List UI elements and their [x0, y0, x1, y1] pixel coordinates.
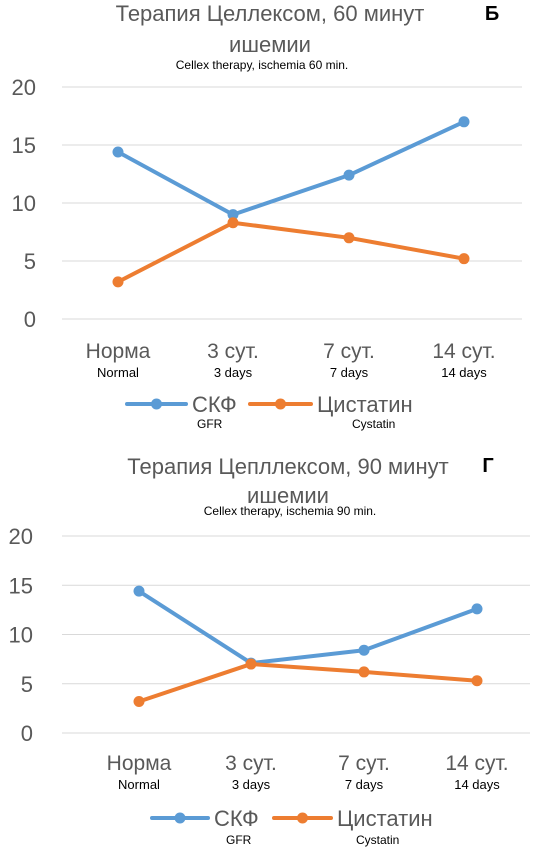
- chart-title-line2: ишемии: [247, 483, 329, 508]
- data-point: [343, 169, 355, 181]
- x-tick-sublabel: 14 days: [454, 777, 500, 792]
- x-tick-sublabel: Normal: [118, 777, 160, 792]
- y-tick-label: 20: [9, 524, 33, 549]
- x-tick-label: 3 сут.: [225, 752, 277, 775]
- data-point: [133, 585, 145, 597]
- y-tick-label: 0: [24, 307, 36, 332]
- y-tick-label: 10: [12, 191, 36, 216]
- y-tick-label: 5: [21, 672, 33, 697]
- y-tick-label: 0: [21, 721, 33, 746]
- data-point: [343, 232, 355, 244]
- x-tick-sublabel: 14 days: [441, 365, 487, 380]
- x-tick-label: 3 сут.: [207, 340, 259, 363]
- x-tick-label: 7 сут.: [323, 340, 375, 363]
- y-tick-label: 10: [9, 623, 33, 648]
- x-tick-label: 14 сут.: [445, 752, 508, 775]
- series-line-cystatin: [116, 220, 466, 284]
- data-point: [471, 603, 483, 615]
- legend-label: Цистатин: [317, 392, 413, 417]
- data-point: [358, 666, 370, 678]
- data-point: [112, 146, 124, 158]
- chart-title-line1: Терапия Целлексом, 60 минут: [116, 1, 425, 26]
- data-point: [112, 276, 124, 288]
- chart-subtitle: Cellex therapy, ischemia 90 min.: [204, 504, 377, 518]
- data-point: [245, 658, 257, 670]
- data-point: [227, 217, 239, 229]
- x-tick-sublabel: 7 days: [330, 365, 369, 380]
- x-tick-sublabel: 3 days: [232, 777, 271, 792]
- y-tick-label: 20: [12, 75, 36, 100]
- chart-panel-b: Терапия Целлексом, 60 минут ишемии Celle…: [12, 1, 522, 431]
- x-tick-sublabel: 7 days: [345, 777, 384, 792]
- series-line-gfr: [137, 589, 479, 666]
- legend-label: СКФ: [192, 392, 237, 417]
- legend-sublabel: Cystatin: [352, 417, 395, 431]
- legend-marker: [275, 398, 286, 410]
- chart-title-line1: Терапия Цепллексом, 90 минут: [127, 454, 448, 479]
- legend-label: Цистатин: [337, 806, 433, 831]
- legend-sublabel: GFR: [226, 833, 252, 847]
- y-tick-label: 15: [12, 133, 36, 158]
- y-tick-label: 15: [9, 573, 33, 598]
- legend-marker: [297, 812, 308, 824]
- legend-label: СКФ: [214, 806, 259, 831]
- series-line-cystatin: [137, 662, 479, 704]
- data-point: [227, 209, 239, 221]
- x-tick-label: Норма: [107, 752, 172, 775]
- panel-letter: Б: [485, 3, 499, 25]
- data-point: [133, 695, 145, 707]
- legend-sublabel: Cystatin: [356, 833, 399, 847]
- x-tick-label: 14 сут.: [432, 340, 495, 363]
- x-tick-label: Норма: [86, 340, 151, 363]
- legend-marker: [151, 398, 162, 410]
- legend-marker: [174, 812, 186, 824]
- x-tick-label: 7 сут.: [338, 752, 390, 775]
- panel-letter: Г: [482, 455, 493, 477]
- x-tick-sublabel: Normal: [97, 365, 139, 380]
- data-point: [358, 644, 370, 656]
- chart-panel-g: Терапия Цепллексом, 90 минут ишемии Cell…: [9, 454, 530, 847]
- chart-title-line2: ишемии: [229, 32, 311, 57]
- x-tick-sublabel: 3 days: [214, 365, 253, 380]
- data-point: [458, 116, 470, 128]
- chart-subtitle: Cellex therapy, ischemia 60 min.: [176, 58, 349, 72]
- data-point: [458, 253, 470, 265]
- legend-sublabel: GFR: [197, 417, 223, 431]
- series-line-gfr: [116, 119, 466, 217]
- data-point: [471, 675, 483, 687]
- y-tick-label: 5: [24, 249, 36, 274]
